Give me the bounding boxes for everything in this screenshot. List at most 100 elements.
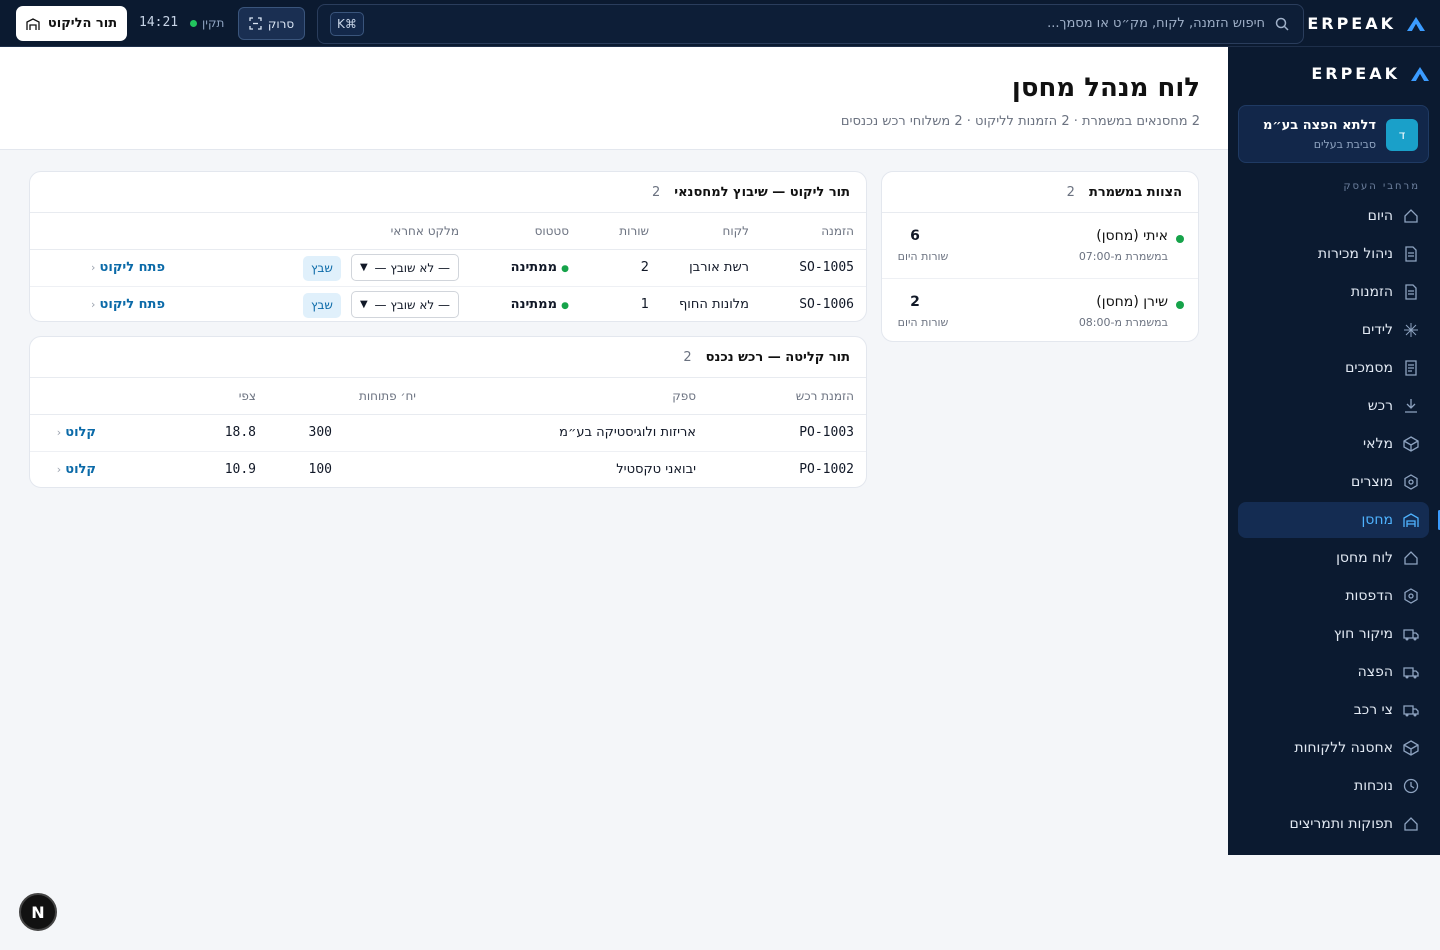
pick-queue-card: תור ליקוט — שיבוץ למחסנאי 2 הזמנה לקוח ש… xyxy=(29,171,867,322)
col-supplier: ספק xyxy=(428,378,708,415)
picker-select[interactable]: — לא שובץ — ▼ xyxy=(351,254,459,281)
receive-link[interactable]: קלוט xyxy=(65,462,96,478)
po-id[interactable]: PO-1003 xyxy=(708,414,866,452)
crew-card: הצוות במשמרת 2 איתי (מחסן) במשמרת מ-07:0… xyxy=(881,171,1199,342)
chevron-down-icon: ▼ xyxy=(360,299,368,311)
sidebar-item[interactable]: הדפסות xyxy=(1238,578,1429,614)
status-dot-icon xyxy=(190,19,197,27)
status-cell: ● ממתינה xyxy=(471,286,581,321)
search-input[interactable]: חיפוש הזמנה, לקוח, מק״ט או מסמך... xyxy=(1047,16,1265,31)
hexagon-icon xyxy=(1404,588,1418,604)
sidebar-item[interactable]: ניהול מכירות xyxy=(1238,236,1429,272)
open-pick-link[interactable]: פתח ליקוט xyxy=(99,260,165,275)
brand-wordmark: ERPEAK xyxy=(1307,14,1396,33)
order-id[interactable]: SO-1006 xyxy=(799,297,854,313)
sidebar-item-label: נוכחות xyxy=(1354,778,1393,794)
sidebar-item[interactable]: לוח מחסן xyxy=(1238,540,1429,576)
chevron-left-icon: ‹ xyxy=(56,426,62,439)
table-row: PO-1002 יבואני טקסטיל 100 10.9 קלוט ‹ xyxy=(30,451,866,487)
receiving-card: תור קליטה — רכש נכנס 2 הזמנת רכש ספק יח׳… xyxy=(29,336,867,488)
page-subtitle: 2 מחסנאים במשמרת · 2 הזמנות לליקוט · 2 מ… xyxy=(840,114,1200,129)
chevron-left-icon: ‹ xyxy=(91,261,96,274)
sidebar-item-label: היום xyxy=(1367,208,1393,224)
top-bar: ERPEAK חיפוש הזמנה, לקוח, מק״ט או מסמך..… xyxy=(0,0,1440,47)
sidebar-item[interactable]: רכש xyxy=(1238,388,1429,424)
crew-member[interactable]: שירן (מחסן) במשמרת מ-08:00 2 שורות היום xyxy=(882,279,1198,341)
sidebar-brand[interactable]: ERPEAK xyxy=(1311,64,1430,83)
pick-queue-button[interactable]: תור הליקוט xyxy=(16,6,127,41)
sidebar-item-label: אחסנה ללקוחות xyxy=(1294,740,1393,756)
supplier-name: יבואני טקסטיל xyxy=(616,462,696,478)
sidebar-section-label: מרחבי העסק xyxy=(1343,181,1420,192)
open-units: 100 xyxy=(308,462,332,478)
picker-select[interactable]: — לא שובץ — ▼ xyxy=(351,291,459,319)
crew-member-name: איתי (מחסן) xyxy=(1096,228,1168,244)
sidebar-item-label: מוצרים xyxy=(1351,474,1393,490)
receiving-count: 2 xyxy=(683,349,692,365)
crew-member[interactable]: איתי (מחסן) במשמרת מ-07:00 6 שורות היום xyxy=(882,213,1198,279)
truck-icon xyxy=(1403,667,1419,679)
action-cell: קלוט ‹ xyxy=(30,451,158,487)
sidebar-item[interactable]: היום xyxy=(1238,198,1429,234)
status-badge: ממתינה xyxy=(510,297,557,313)
sidebar-item[interactable]: הזמנות xyxy=(1238,274,1429,310)
online-dot-icon xyxy=(1176,235,1184,243)
sparkle-icon xyxy=(1404,323,1418,337)
receiving-header: תור קליטה — רכש נכנס 2 xyxy=(30,337,866,378)
receiving-table: הזמנת רכש ספק יח׳ פתוחות צפי PO-1003 ארי… xyxy=(30,378,866,487)
col-actions xyxy=(30,213,215,250)
assign-button[interactable]: שבץ xyxy=(302,255,341,281)
crew-member-shift: במשמרת מ-08:00 xyxy=(1078,316,1168,329)
sidebar-item[interactable]: צי רכב xyxy=(1238,692,1429,728)
sidebar-item-label: הפצה xyxy=(1357,664,1393,680)
order-id[interactable]: SO-1005 xyxy=(761,249,866,287)
po-id[interactable]: PO-1002 xyxy=(799,462,854,478)
chevron-left-icon: ‹ xyxy=(91,298,96,312)
sidebar-item-label: רכש xyxy=(1367,398,1393,414)
sidebar-item-label: צי רכב xyxy=(1353,702,1393,718)
scan-icon xyxy=(249,17,262,30)
sidebar-brand-wordmark: ERPEAK xyxy=(1311,64,1400,83)
sidebar-item[interactable]: תפוקות ותמריצים xyxy=(1238,806,1429,842)
sidebar-item[interactable]: אחסנה ללקוחות xyxy=(1238,730,1429,766)
crew-title: הצוות במשמרת xyxy=(1088,184,1182,200)
open-pick-link[interactable]: פתח ליקוט xyxy=(99,297,165,313)
crew-member-lines-label: שורות היום xyxy=(897,250,949,263)
clock: 14:21 xyxy=(139,15,179,30)
crew-card-header: הצוות במשמרת 2 xyxy=(882,172,1198,213)
sidebar-item[interactable]: נוכחות xyxy=(1238,768,1429,804)
sidebar-item[interactable]: מלאי xyxy=(1238,426,1429,462)
topbar-brand[interactable]: ERPEAK xyxy=(1307,14,1426,33)
sidebar-item[interactable]: מיקור חוץ xyxy=(1238,616,1429,652)
truck-icon xyxy=(1403,705,1419,717)
line-count: 2 xyxy=(581,249,661,287)
pick-queue-count: 2 xyxy=(651,184,661,200)
status-badge: ממתינה xyxy=(510,260,557,275)
receive-link[interactable]: קלוט xyxy=(65,425,96,440)
clock-icon xyxy=(1403,778,1419,794)
document-icon xyxy=(1405,284,1417,300)
assign-button[interactable]: שבץ xyxy=(302,292,341,318)
sidebar-item[interactable]: הפצה xyxy=(1238,654,1429,690)
truck-icon xyxy=(1403,629,1419,641)
download-icon xyxy=(1405,399,1417,413)
sidebar-item[interactable]: מסמכים xyxy=(1238,350,1429,386)
picker-cell: — לא שובץ — ▼ שבץ xyxy=(215,249,471,287)
org-avatar: ד xyxy=(1386,119,1418,151)
chevron-down-icon: ▼ xyxy=(360,262,368,273)
col-order: הזמנה xyxy=(761,213,866,250)
crew-member-lines-label: שורות היום xyxy=(897,316,949,329)
scan-button[interactable]: סרוק xyxy=(238,7,305,40)
eta: 18.8 xyxy=(158,414,268,452)
col-status: סטטוס xyxy=(471,213,581,250)
sidebar-item[interactable]: לידים xyxy=(1238,312,1429,348)
sidebar-item[interactable]: מוצרים xyxy=(1238,464,1429,500)
sidebar-item-label: הזמנות xyxy=(1350,284,1393,300)
org-switcher[interactable]: ד דלתא הפצה בע״מ סביבת בעלים xyxy=(1238,105,1429,163)
online-dot-icon xyxy=(1176,301,1184,309)
global-search[interactable]: חיפוש הזמנה, לקוח, מק״ט או מסמך... K⌘ xyxy=(317,4,1304,44)
receiving-title: תור קליטה — רכש נכנס xyxy=(705,349,850,365)
sidebar-item[interactable]: מחסן xyxy=(1238,502,1440,538)
dev-tools-button[interactable]: N xyxy=(19,893,57,931)
org-role: סביבת בעלים xyxy=(1313,138,1376,151)
